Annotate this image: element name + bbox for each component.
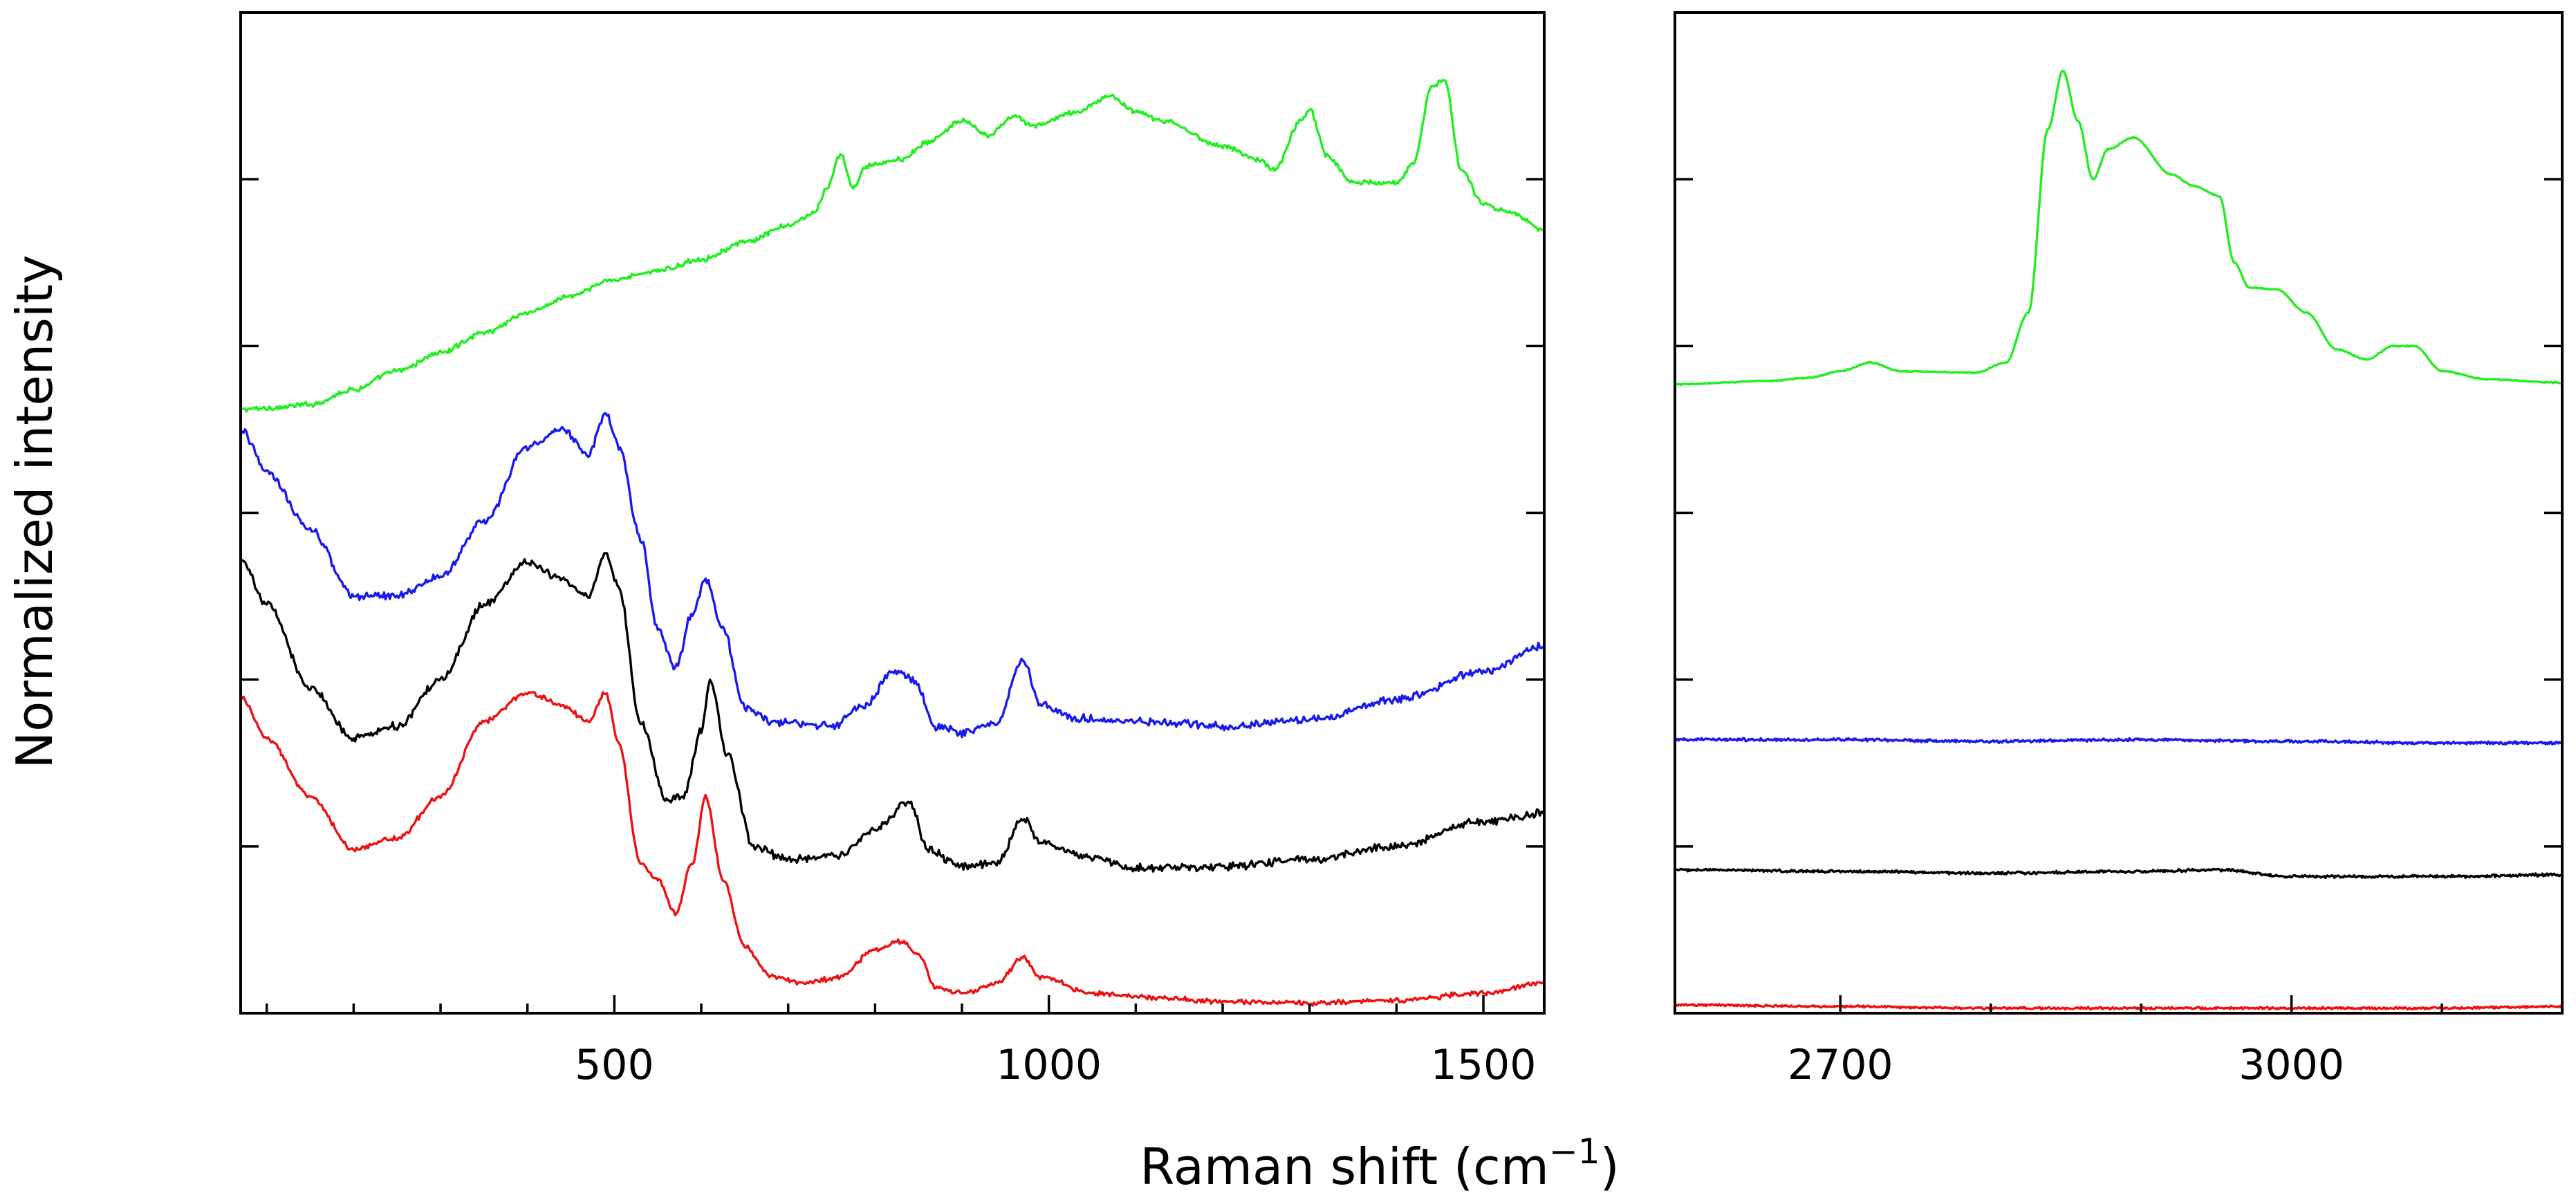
series-blue-line [1674,737,2563,746]
series-green-line [1674,69,2563,387]
panel-low-wavenumber: 500 1000 1500 [239,11,1546,1089]
x-axis-label-superscript: −1 [1549,1131,1600,1172]
panel-high-wavenumber: 2700 3000 [1674,11,2564,1089]
series-green-line [239,78,1546,413]
x-axis-label: Raman shift (cm−1) [1140,1131,1619,1196]
series-black-line [1674,867,2563,880]
series-black-line [240,552,1546,873]
x-tick-label: 1500 [1431,1041,1537,1089]
y-axis-label: Normalized intensity [6,255,64,768]
x-axis-label-close: ) [1600,1138,1620,1196]
x-tick-label: 1000 [996,1041,1102,1089]
series-red-line [239,691,1545,1007]
plot-frame [239,11,1546,1015]
x-axis-label-text: Raman shift (cm [1140,1138,1549,1196]
x-tick-label: 2700 [1788,1041,1893,1089]
x-tick-label: 500 [575,1041,654,1089]
series-red-line [1674,1003,2564,1011]
x-tick-label: 3000 [2239,1041,2344,1089]
plot-frame [1674,11,2564,1015]
series-blue-line [239,412,1545,739]
